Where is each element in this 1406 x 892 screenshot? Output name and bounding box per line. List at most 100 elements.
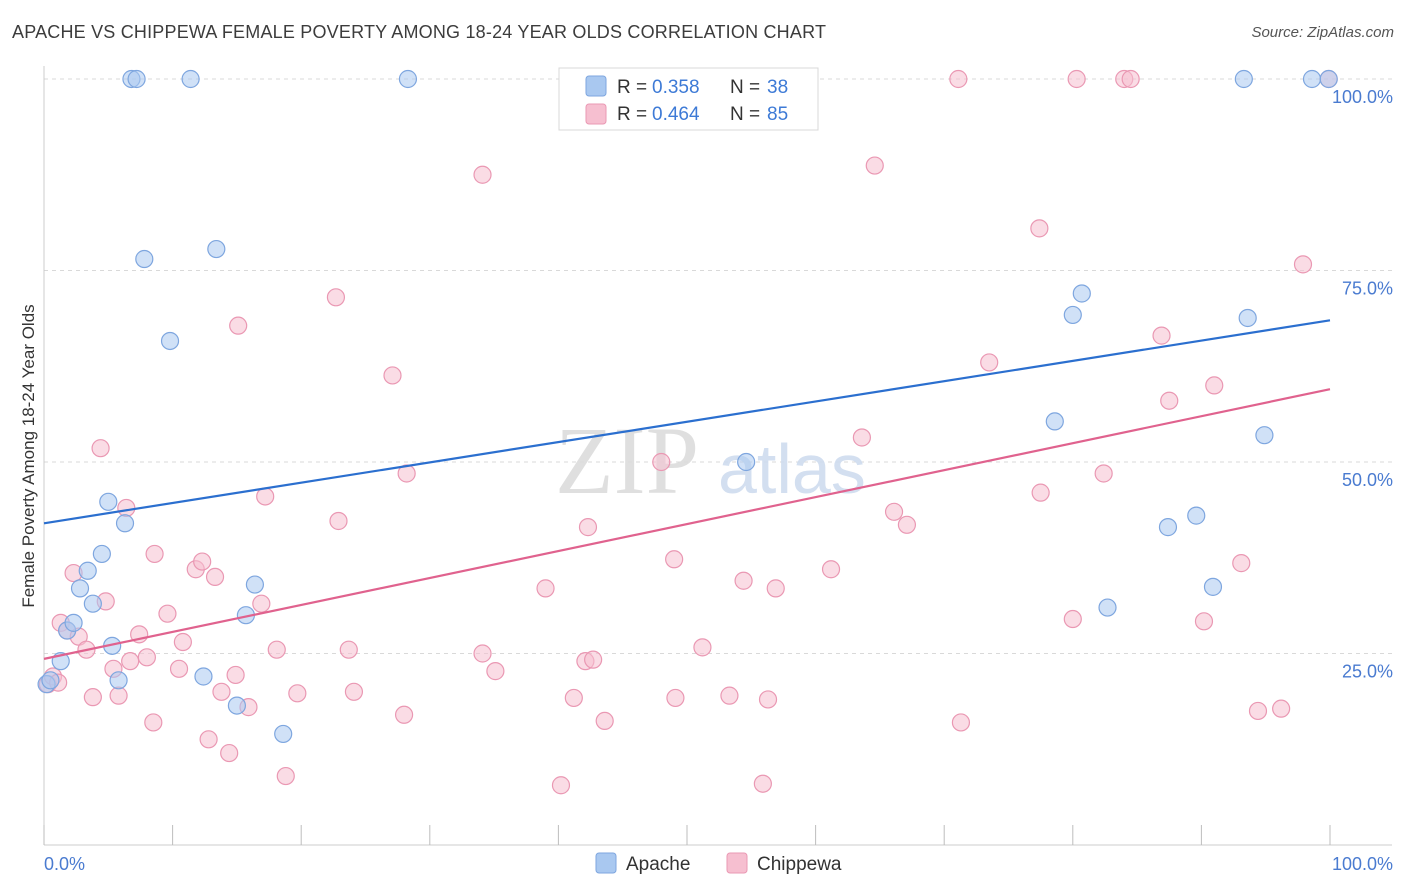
chippewa-point <box>276 766 295 786</box>
chippewa-point <box>821 560 841 579</box>
chippewa-point <box>1030 219 1049 238</box>
y-tick-label: 25.0% <box>1342 662 1393 682</box>
watermark: ZIP atlas <box>555 407 866 514</box>
apache-point <box>1302 69 1322 89</box>
chippewa-point <box>329 511 348 531</box>
chippewa-point <box>121 652 140 671</box>
bottom-legend-apache-swatch <box>595 852 617 874</box>
chippewa-point <box>536 579 555 598</box>
chippewa-point <box>1293 255 1313 274</box>
chippewa-point <box>109 686 128 705</box>
apache-point <box>274 724 293 744</box>
legend: R = 0.358 N = 38 R = 0.464 N = 85 <box>558 67 819 131</box>
chippewa-point <box>884 502 904 521</box>
chippewa-point <box>584 650 603 669</box>
chippewa-point <box>720 686 739 705</box>
chippewa-point <box>1232 554 1251 573</box>
apache-point <box>207 239 226 259</box>
chippewa-point <box>117 498 136 518</box>
apache-point <box>127 69 146 89</box>
chippewa-point <box>473 165 492 184</box>
legend-apache-r-label: R = <box>617 77 647 98</box>
chippewa-point <box>758 690 778 709</box>
chippewa-point <box>288 684 307 703</box>
chippewa-point <box>1063 609 1082 629</box>
apache-point <box>1238 308 1257 328</box>
chippewa-point <box>951 713 971 732</box>
chippewa-point <box>383 366 402 385</box>
chippewa-point <box>1248 701 1268 721</box>
chippewa-point <box>1067 69 1086 89</box>
chippewa-point <box>252 594 271 613</box>
y-axis-label: Female Poverty Among 18-24 Year Olds <box>19 304 38 607</box>
legend-chippewa-r-value: 0.464 <box>652 104 700 125</box>
legend-chippewa-n-label: N = <box>730 104 760 125</box>
bottom-legend-apache-label: Apache <box>626 854 690 875</box>
chippewa-point <box>865 156 884 175</box>
apache-point <box>194 667 213 686</box>
chippewa-point <box>145 544 164 564</box>
grid-lines <box>44 78 1392 654</box>
chippewa-point <box>595 711 614 731</box>
chippewa-point <box>1272 699 1291 718</box>
chippewa-point <box>734 571 753 590</box>
chippewa-point <box>267 640 286 659</box>
chippewa-point <box>158 604 177 623</box>
bottom-legend: Apache Chippewa <box>595 852 842 875</box>
apache-point <box>92 544 111 564</box>
apache-point <box>109 671 128 690</box>
chippewa-point <box>473 644 492 663</box>
chippewa-point <box>666 688 685 708</box>
apache-point <box>115 514 135 533</box>
chippewa-point <box>486 662 505 681</box>
apache-point <box>398 69 418 89</box>
apache-point <box>1098 598 1117 617</box>
apache-point <box>737 452 756 472</box>
apache-point <box>1045 412 1064 431</box>
apache-point <box>41 671 60 690</box>
trend-lines <box>43 319 1331 660</box>
chippewa-point <box>193 552 212 571</box>
legend-apache-n-value: 38 <box>767 77 788 98</box>
apache-point <box>1234 69 1253 89</box>
apache-point <box>1203 577 1223 596</box>
chippewa-point <box>220 743 239 763</box>
chippewa-point <box>1205 376 1224 395</box>
bottom-legend-chippewa-swatch <box>726 852 748 874</box>
legend-chippewa-r-label: R = <box>617 104 647 125</box>
chippewa-point <box>256 487 275 506</box>
chippewa-point <box>144 713 163 732</box>
chippewa-point <box>199 730 218 749</box>
chippewa-point <box>897 515 917 534</box>
chippewa-point <box>852 428 871 447</box>
chippewa-trend-line <box>43 388 1331 660</box>
chippewa-point <box>564 688 583 708</box>
chippewa-point <box>1160 391 1179 410</box>
chippewa-point <box>1194 612 1214 631</box>
chippewa-point <box>1152 326 1171 345</box>
chippewa-point <box>339 640 358 659</box>
chippewa-point <box>326 288 346 307</box>
chippewa-point <box>1094 464 1113 483</box>
chart-source: Source: ZipAtlas.com <box>1251 24 1394 41</box>
apache-point <box>160 331 180 351</box>
chippewa-point <box>1121 69 1140 89</box>
apache-point <box>181 69 200 89</box>
chippewa-point <box>344 682 364 701</box>
bottom-legend-chippewa-label: Chippewa <box>757 854 842 875</box>
y-tick-labels: 25.0% 50.0% 75.0% 100.0% <box>1332 87 1393 682</box>
chippewa-point <box>1031 483 1050 502</box>
apache-point <box>64 613 83 632</box>
legend-apache-n-label: N = <box>730 77 760 98</box>
chippewa-point <box>212 682 231 701</box>
chippewa-point <box>665 550 684 569</box>
apache-point <box>1255 426 1274 445</box>
legend-chippewa-swatch <box>585 103 607 125</box>
chippewa-point <box>652 452 671 472</box>
y-tick-label: 50.0% <box>1342 470 1393 490</box>
apache-trend-line <box>43 319 1331 525</box>
apache-point <box>70 579 90 598</box>
chippewa-point <box>949 69 968 89</box>
legend-apache-swatch <box>585 75 607 97</box>
